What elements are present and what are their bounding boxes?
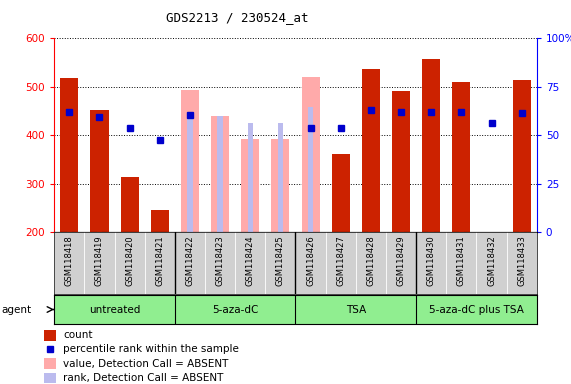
Bar — [181, 90, 199, 232]
Text: GSM118425: GSM118425 — [276, 235, 285, 286]
Text: GSM118419: GSM118419 — [95, 235, 104, 286]
Bar — [459, 112, 464, 232]
FancyBboxPatch shape — [45, 373, 56, 383]
Text: GSM118418: GSM118418 — [65, 235, 74, 286]
Text: GSM118431: GSM118431 — [457, 235, 466, 286]
Bar — [96, 117, 102, 232]
Text: rank, Detection Call = ABSENT: rank, Detection Call = ABSENT — [63, 373, 223, 383]
Text: GSM118428: GSM118428 — [367, 235, 375, 286]
Bar — [248, 123, 253, 232]
Text: GSM118430: GSM118430 — [427, 235, 436, 286]
Bar — [308, 107, 313, 232]
Bar — [422, 59, 440, 232]
Bar — [271, 139, 289, 232]
Text: count: count — [63, 330, 93, 340]
Text: GSM118420: GSM118420 — [125, 235, 134, 286]
Bar — [519, 113, 524, 232]
Bar — [332, 154, 350, 232]
Bar — [278, 123, 283, 232]
Text: TSA: TSA — [345, 305, 366, 314]
Bar — [90, 110, 108, 232]
Text: GSM118421: GSM118421 — [155, 235, 164, 286]
Text: 5-aza-dC: 5-aza-dC — [212, 305, 258, 314]
Bar — [211, 116, 229, 232]
FancyBboxPatch shape — [45, 358, 56, 369]
Bar — [392, 91, 410, 232]
Bar — [241, 139, 259, 232]
Text: GSM118427: GSM118427 — [336, 235, 345, 286]
Text: percentile rank within the sample: percentile rank within the sample — [63, 344, 239, 354]
Bar — [513, 79, 530, 232]
Text: GSM118424: GSM118424 — [246, 235, 255, 286]
Bar — [67, 112, 72, 232]
Bar — [368, 110, 373, 232]
Text: untreated: untreated — [89, 305, 140, 314]
Bar — [301, 77, 320, 232]
Bar — [151, 210, 169, 232]
Bar — [187, 114, 192, 232]
Bar — [61, 78, 78, 232]
FancyBboxPatch shape — [45, 330, 56, 341]
Text: GSM118433: GSM118433 — [517, 235, 526, 286]
Text: GSM118429: GSM118429 — [396, 235, 405, 286]
Text: agent: agent — [1, 305, 31, 314]
Bar — [428, 112, 434, 232]
Bar — [452, 82, 471, 232]
Text: value, Detection Call = ABSENT: value, Detection Call = ABSENT — [63, 359, 228, 369]
Text: GSM118422: GSM118422 — [186, 235, 195, 286]
Text: GSM118432: GSM118432 — [487, 235, 496, 286]
Bar — [399, 112, 404, 232]
Text: GSM118426: GSM118426 — [306, 235, 315, 286]
Text: GSM118423: GSM118423 — [216, 235, 224, 286]
Bar — [362, 69, 380, 232]
Text: GDS2213 / 230524_at: GDS2213 / 230524_at — [166, 12, 309, 25]
Text: 5-aza-dC plus TSA: 5-aza-dC plus TSA — [429, 305, 524, 314]
Bar — [120, 177, 139, 232]
Bar — [218, 116, 223, 232]
